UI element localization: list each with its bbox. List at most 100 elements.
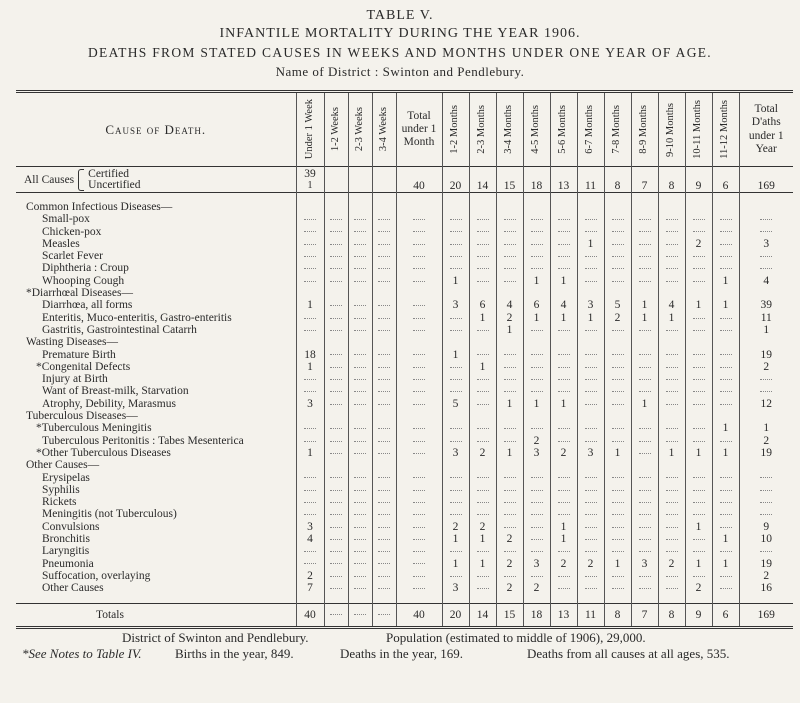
cell: 3 <box>441 446 469 460</box>
cell-value: 2 <box>763 434 770 447</box>
cell <box>323 459 348 472</box>
spacer-cell <box>711 192 739 201</box>
cell <box>395 201 442 214</box>
cell <box>295 262 324 275</box>
column-header-text: 1-2 Weeks <box>329 107 341 152</box>
cell <box>323 422 348 435</box>
cell-value: 1 <box>695 520 702 533</box>
row-label: *Congenital Defects <box>36 360 131 373</box>
cell <box>495 385 523 398</box>
cell-value: 3 <box>307 520 313 533</box>
cell: 3 <box>441 582 469 595</box>
cell <box>711 201 739 214</box>
cell <box>323 385 348 398</box>
cell: 18 <box>295 348 324 361</box>
cell <box>371 323 396 337</box>
cell <box>323 311 348 324</box>
cell <box>522 471 550 484</box>
column-header-text: Total D'aths under 1 Year <box>748 103 784 155</box>
cell <box>323 299 348 312</box>
cell-value: 1 <box>479 533 486 546</box>
cell <box>395 360 442 374</box>
cell <box>657 569 685 583</box>
sublabels: Certified Uncertified <box>88 168 140 191</box>
cell <box>371 569 396 583</box>
cell <box>395 496 442 509</box>
cell <box>549 250 577 263</box>
cell <box>441 471 469 484</box>
section-heading: *Diarrhœal Diseases— <box>26 287 133 300</box>
spacer-cell <box>16 193 296 202</box>
cell <box>549 237 577 251</box>
spacer-cell <box>441 192 469 201</box>
cell-value: 2 <box>763 360 770 373</box>
cell-value: 3 <box>307 397 313 410</box>
spacer-cell <box>684 192 712 201</box>
spacer-cell <box>395 192 442 201</box>
cell <box>630 274 658 288</box>
cell <box>323 262 348 275</box>
footer-births: Births in the year, 849. <box>175 646 294 661</box>
cell: 19 <box>738 446 793 460</box>
cell-value: 40 <box>413 180 425 192</box>
cell-value: 3 <box>533 557 540 570</box>
row: Chicken-pox <box>16 225 793 238</box>
cell: 5 <box>441 397 469 411</box>
column-header-text: 3-4 Weeks <box>377 107 389 152</box>
column-header: 11-12 Months <box>711 91 739 167</box>
cell <box>495 569 523 583</box>
spacer-cell <box>295 594 324 603</box>
cell-value: 1 <box>506 323 513 336</box>
cell <box>549 262 577 275</box>
cell <box>711 323 739 337</box>
cell <box>576 360 604 374</box>
cell <box>395 422 442 435</box>
cell <box>603 434 631 447</box>
column-header: 4-5 Months <box>522 91 550 167</box>
cell <box>495 459 523 472</box>
cell <box>711 410 739 423</box>
cell <box>371 336 396 349</box>
row: Gastritis, Gastrointestinal Catarrh 1 1 <box>16 323 793 337</box>
cell <box>657 262 685 275</box>
cell <box>657 459 685 472</box>
spacer-cell <box>323 594 348 603</box>
cell <box>684 225 712 238</box>
cell <box>549 213 577 226</box>
cell <box>295 434 324 447</box>
cell <box>630 373 658 386</box>
cell <box>738 545 793 558</box>
cell: 1 <box>684 446 712 460</box>
cell-value: 2 <box>587 557 594 570</box>
spacer-cell <box>495 192 523 201</box>
cell-value: 1 <box>668 446 675 459</box>
cell: 1 <box>522 397 550 411</box>
cell <box>495 496 523 509</box>
cell <box>630 569 658 583</box>
row-label: Gastritis, Gastrointestinal Catarrh <box>42 323 197 336</box>
cell <box>630 483 658 497</box>
row-label: Diarrhœa, all forms <box>42 299 133 312</box>
cell: 18 <box>522 603 550 627</box>
cell <box>657 520 685 534</box>
spacer-cell <box>549 594 577 603</box>
cell <box>371 582 396 595</box>
cell <box>441 483 469 497</box>
table-number: TABLE V. <box>366 8 434 23</box>
cell: 1 <box>576 311 604 324</box>
cell <box>395 299 442 312</box>
cell <box>711 569 739 583</box>
cell <box>495 471 523 484</box>
cell: 2 <box>295 569 324 583</box>
row-label: Injury at Birth <box>42 373 108 386</box>
section-heading: Common Infectious Diseases— <box>26 201 173 213</box>
cell-value: 8 <box>614 608 621 621</box>
cell-value: 1 <box>641 397 648 410</box>
cell <box>441 250 469 263</box>
cell-value: 169 <box>757 608 775 621</box>
cell <box>657 545 685 558</box>
cell <box>295 201 324 214</box>
cell <box>684 348 712 361</box>
cell <box>603 569 631 583</box>
cell <box>630 360 658 374</box>
